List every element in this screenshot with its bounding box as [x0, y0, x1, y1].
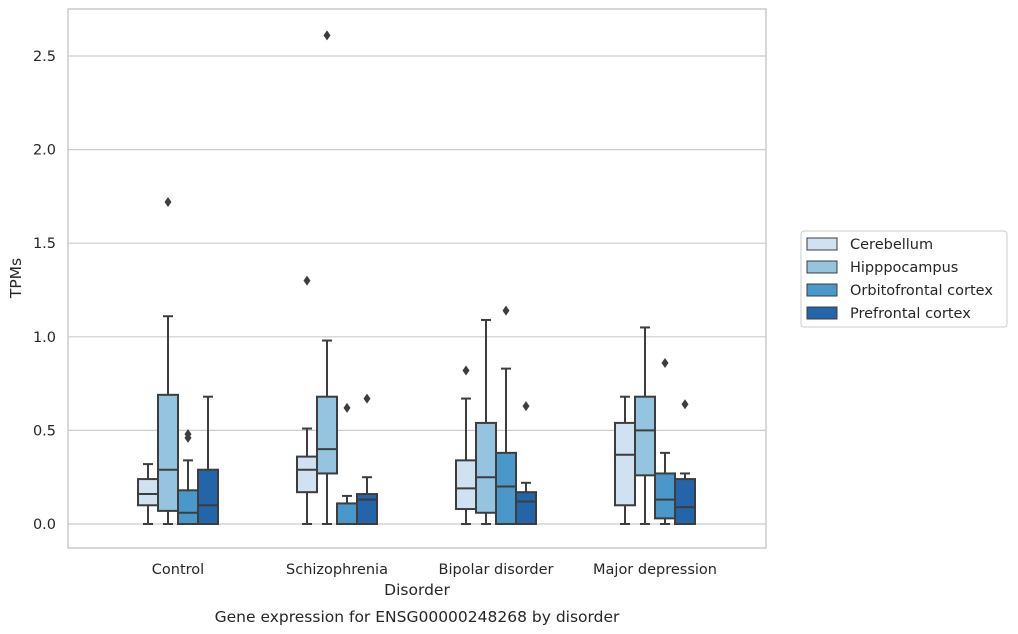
- box-orbitofrontal-cortex-1: [336, 402, 358, 525]
- box-body: [296, 455, 318, 494]
- outlier-marker: [502, 305, 510, 316]
- x-tick-label: Schizophrenia: [286, 562, 388, 578]
- outlier-marker: [522, 401, 530, 412]
- y-tick-label: 0.0: [33, 517, 56, 533]
- box-body: [674, 478, 696, 525]
- legend-label: Orbitofrontal cortex: [850, 283, 993, 299]
- box-body: [455, 459, 477, 511]
- outlier-marker: [681, 399, 689, 410]
- legend-swatch: [806, 283, 838, 297]
- box-prefrontal-cortex-3: [674, 399, 696, 525]
- x-tick-label: Major depression: [593, 562, 717, 578]
- x-axis-label: Disorder: [384, 581, 450, 599]
- legend-label: Prefrontal cortex: [850, 306, 971, 322]
- outlier-marker: [363, 393, 371, 404]
- y-tick-label: 2.0: [33, 143, 56, 159]
- box-body: [197, 468, 219, 526]
- legend: Cerebellum Hipppocampus Orbitofrontal cort…: [800, 230, 1008, 328]
- y-tick-label: 0.5: [33, 423, 56, 439]
- boxplots: [137, 30, 696, 526]
- box-body: [356, 493, 378, 526]
- outlier-marker: [462, 365, 470, 376]
- box-hipppocampus-0: [157, 197, 179, 525]
- box-body: [515, 491, 537, 525]
- outlier-marker: [164, 197, 172, 208]
- box-prefrontal-cortex-2: [515, 401, 537, 525]
- box-body: [495, 451, 517, 526]
- box-cerebellum-1: [296, 275, 318, 525]
- box-hipppocampus-1: [316, 30, 338, 525]
- box-orbitofrontal-cortex-0: [177, 429, 199, 525]
- outlier-marker: [303, 275, 311, 286]
- x-tick-labels: Control Schizophrenia Bipolar disorder Majo…: [152, 562, 717, 578]
- box-hipppocampus-2: [475, 318, 497, 525]
- box-orbitofrontal-cortex-3: [654, 358, 676, 525]
- box-orbitofrontal-cortex-2: [495, 305, 517, 526]
- box-cerebellum-0: [137, 463, 159, 525]
- y-tick-label: 1.5: [33, 236, 56, 252]
- legend-label: Hipppocampus: [850, 260, 958, 276]
- box-cerebellum-2: [455, 365, 477, 525]
- y-tick-label: 1.0: [33, 330, 56, 346]
- plot-border: [67, 8, 767, 549]
- box-hipppocampus-3: [634, 326, 656, 525]
- x-tick-label: Bipolar disorder: [439, 562, 554, 578]
- box-body: [137, 478, 159, 507]
- legend-swatch: [806, 306, 838, 320]
- y-axis-label: TPMs: [7, 258, 25, 299]
- box-body: [654, 472, 676, 520]
- box-prefrontal-cortex-1: [356, 393, 378, 526]
- box-body: [634, 395, 656, 477]
- box-body: [157, 393, 179, 512]
- outlier-marker: [323, 30, 331, 41]
- legend-label: Cerebellum: [850, 237, 933, 253]
- y-tick-label: 2.5: [33, 49, 56, 65]
- box-cerebellum-3: [614, 395, 636, 525]
- figure-caption: Gene expression for ENSG00000248268 by d…: [215, 608, 620, 626]
- box-body: [316, 395, 338, 475]
- outlier-marker: [184, 429, 192, 440]
- box-body: [177, 489, 199, 525]
- outlier-marker: [661, 358, 669, 369]
- y-tick-labels: 0.0 0.5 1.0 1.5 2.0 2.5: [33, 49, 56, 533]
- plot-frame: [67, 8, 767, 549]
- box-body: [475, 421, 497, 514]
- outlier-marker: [343, 402, 351, 413]
- legend-frame: [800, 230, 1008, 328]
- box-body: [336, 502, 358, 525]
- box-prefrontal-cortex-0: [197, 395, 219, 526]
- legend-swatch: [806, 260, 838, 274]
- legend-swatch: [806, 237, 838, 251]
- x-tick-label: Control: [152, 562, 204, 578]
- box-body: [614, 421, 636, 507]
